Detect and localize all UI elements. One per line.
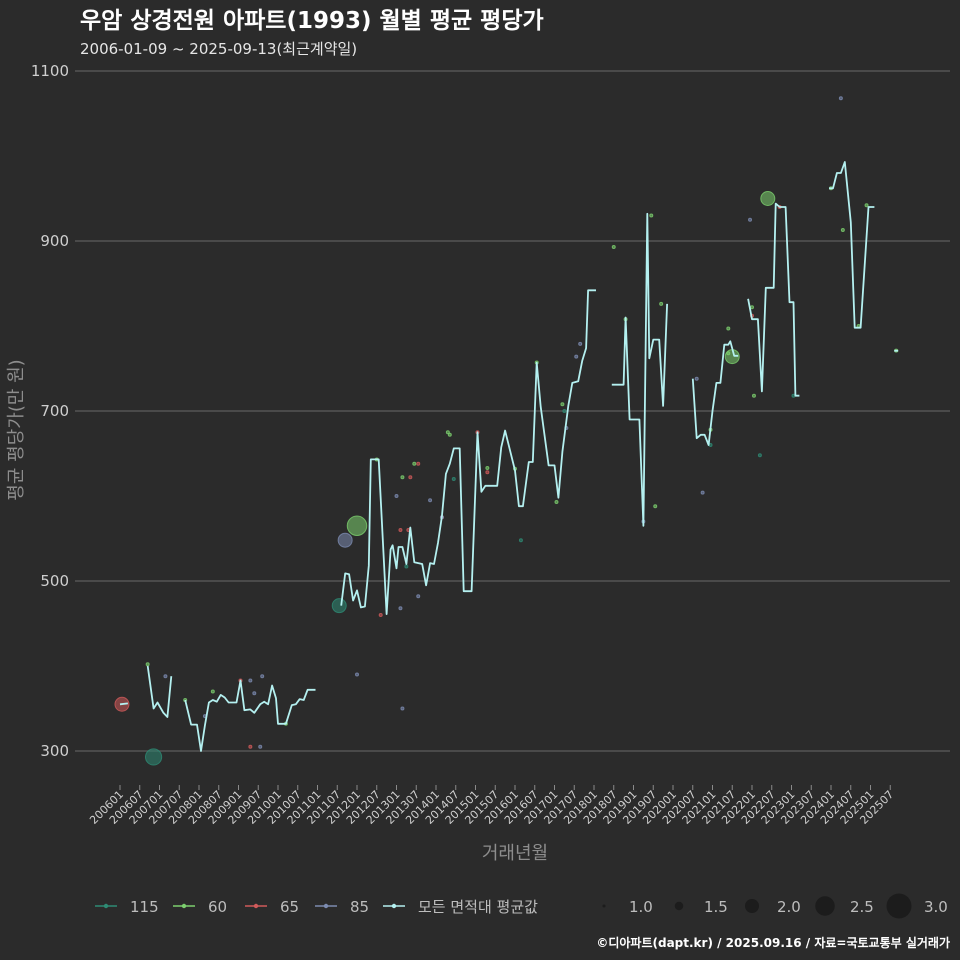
- point-65: [408, 475, 413, 480]
- average-line-segment: [184, 679, 316, 752]
- point-60: [659, 301, 664, 306]
- point-85: [748, 217, 753, 222]
- average-line-segment: [119, 702, 129, 706]
- point-60: [760, 191, 776, 206]
- point-60: [445, 430, 450, 435]
- point-85: [337, 532, 353, 548]
- legend-size-label: 2.0: [777, 898, 801, 916]
- point-85: [838, 96, 843, 101]
- average-line-segment: [747, 202, 800, 397]
- chart-subtitle: 2006-01-09 ~ 2025-09-13(최근계약일): [80, 40, 357, 58]
- point-85: [400, 706, 405, 711]
- legend-series-label: 모든 면적대 평균값: [418, 898, 538, 916]
- legend-size-label: 2.5: [850, 898, 874, 916]
- point-85: [248, 678, 253, 683]
- point-115: [757, 453, 762, 458]
- point-60: [560, 402, 565, 407]
- point-115: [144, 748, 163, 766]
- chart-title: 우암 상경전원 아파트(1993) 월별 평균 평당가: [80, 8, 544, 34]
- point-115: [404, 564, 409, 569]
- average-line-segment: [340, 289, 596, 615]
- point-60: [346, 515, 368, 536]
- legend-key-dot: [253, 903, 259, 909]
- point-60: [210, 689, 215, 694]
- point-85: [700, 490, 705, 495]
- point-60: [412, 461, 417, 466]
- point-60: [611, 244, 616, 249]
- legend-size-circle: [674, 901, 684, 911]
- point-60: [726, 326, 731, 331]
- point-85: [398, 606, 403, 611]
- point-85: [574, 354, 579, 359]
- point-60: [485, 465, 490, 470]
- legend-key-dot: [103, 903, 109, 909]
- point-60: [447, 432, 452, 437]
- point-60: [554, 499, 559, 504]
- point-60: [751, 393, 756, 398]
- legend-key-dot: [323, 903, 329, 909]
- point-60: [400, 475, 405, 480]
- y-tick-label: 1100: [31, 62, 69, 80]
- point-85: [252, 691, 257, 696]
- y-axis-label: 평균 평당가(만 원): [6, 359, 27, 500]
- y-tick-label: 900: [40, 232, 69, 250]
- y-tick-label: 700: [40, 402, 69, 420]
- point-115: [518, 538, 523, 543]
- legend-size-circle: [745, 899, 759, 913]
- legend-size-circle: [815, 896, 835, 916]
- point-60: [649, 213, 654, 218]
- legend-series-label: 65: [280, 898, 299, 916]
- legend-size-label: 1.5: [704, 898, 728, 916]
- point-65: [378, 613, 383, 617]
- point-65: [248, 744, 253, 749]
- point-65: [398, 528, 403, 532]
- legend-size-circle: [602, 904, 606, 908]
- point-65: [485, 470, 490, 475]
- average-line-segment: [611, 212, 668, 527]
- y-tick-label: 300: [40, 742, 69, 760]
- legend: 115 60 65 85 모든 면적대 평균값 1.0 1.5 2.0 2.5 3.0: [95, 893, 948, 919]
- point-85: [416, 594, 421, 599]
- caption: ©디아파트(dapt.kr) / 2025.09.16 / 자료=국토교통부 실…: [596, 935, 950, 950]
- point-65: [416, 461, 421, 466]
- point-115: [451, 477, 456, 481]
- y-axis-ticks: 300 500 700 900 1100: [31, 62, 69, 760]
- grid-lines: [75, 70, 950, 752]
- legend-size-label: 3.0: [924, 898, 948, 916]
- legend-series-label: 115: [130, 898, 159, 916]
- point-85: [163, 674, 168, 679]
- average-line-segment: [691, 340, 739, 446]
- point-60: [840, 227, 845, 232]
- average-line-segment: [146, 665, 173, 718]
- point-60: [653, 504, 658, 509]
- legend-size-circle: [886, 893, 912, 919]
- legend-key-dot: [181, 903, 187, 909]
- legend-size-label: 1.0: [629, 898, 653, 916]
- x-axis-label: 거래년월: [482, 843, 548, 864]
- y-tick-label: 500: [40, 572, 69, 590]
- point-85: [260, 674, 265, 679]
- point-115: [331, 598, 347, 614]
- average-line: [119, 161, 899, 752]
- average-line-segment: [829, 161, 875, 329]
- legend-key-dot: [391, 903, 397, 909]
- legend-series-label: 85: [350, 898, 369, 916]
- point-60: [864, 203, 869, 208]
- point-60: [750, 305, 754, 310]
- point-85: [578, 341, 583, 346]
- point-85: [394, 494, 399, 498]
- point-85: [428, 498, 433, 503]
- point-60: [145, 662, 150, 667]
- point-115: [562, 409, 567, 413]
- legend-series-label: 60: [208, 898, 227, 916]
- point-85: [355, 672, 359, 677]
- point-85: [258, 744, 263, 749]
- point-85: [694, 376, 699, 381]
